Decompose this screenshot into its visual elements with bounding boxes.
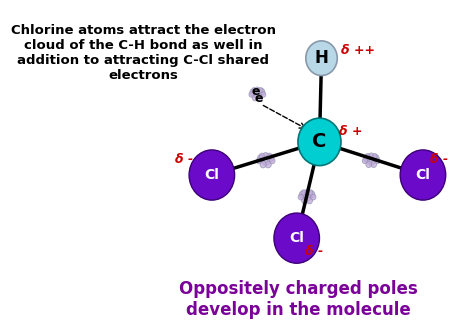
Circle shape	[301, 197, 308, 204]
Text: δ ++: δ ++	[341, 44, 375, 57]
Circle shape	[366, 161, 372, 168]
Circle shape	[254, 91, 261, 98]
Circle shape	[261, 92, 266, 97]
Circle shape	[257, 154, 264, 162]
Circle shape	[365, 154, 370, 159]
Circle shape	[270, 158, 275, 164]
Circle shape	[372, 154, 377, 159]
Circle shape	[311, 194, 316, 200]
Circle shape	[259, 153, 264, 159]
Text: δ -: δ -	[175, 153, 193, 166]
Circle shape	[262, 156, 270, 165]
Circle shape	[375, 158, 380, 164]
Circle shape	[257, 95, 263, 101]
Circle shape	[307, 197, 312, 204]
Circle shape	[299, 191, 306, 198]
Text: e: e	[251, 85, 260, 98]
Text: Chlorine atoms attract the electron
cloud of the C-H bond as well in
addition to: Chlorine atoms attract the electron clou…	[11, 24, 276, 82]
Text: δ -: δ -	[430, 153, 448, 166]
Circle shape	[263, 153, 268, 158]
Circle shape	[364, 155, 370, 162]
Circle shape	[298, 118, 341, 166]
Circle shape	[258, 89, 265, 95]
Circle shape	[267, 153, 272, 159]
Circle shape	[249, 92, 254, 97]
Circle shape	[304, 189, 310, 195]
Circle shape	[303, 193, 311, 201]
Circle shape	[301, 190, 306, 195]
Circle shape	[274, 213, 319, 263]
Circle shape	[367, 156, 375, 165]
Circle shape	[308, 190, 313, 195]
Circle shape	[308, 191, 315, 198]
Circle shape	[267, 154, 274, 162]
Circle shape	[250, 89, 256, 96]
Text: Cl: Cl	[204, 168, 219, 182]
Text: δ +: δ +	[339, 125, 362, 138]
Circle shape	[400, 150, 446, 200]
Circle shape	[189, 150, 235, 200]
Circle shape	[371, 161, 377, 168]
Circle shape	[252, 88, 256, 93]
Circle shape	[362, 158, 367, 164]
Circle shape	[298, 194, 303, 200]
Text: Cl: Cl	[416, 168, 430, 182]
Circle shape	[258, 88, 263, 93]
Text: δ -: δ -	[305, 244, 324, 257]
Circle shape	[369, 153, 374, 159]
Circle shape	[255, 87, 260, 92]
Circle shape	[260, 161, 266, 168]
Circle shape	[256, 158, 262, 164]
Text: e: e	[255, 92, 264, 105]
Circle shape	[265, 161, 271, 168]
Text: H: H	[315, 49, 328, 67]
Text: Cl: Cl	[289, 231, 304, 245]
Text: C: C	[312, 133, 327, 151]
Text: Oppositely charged poles
develop in the molecule: Oppositely charged poles develop in the …	[180, 280, 418, 319]
Circle shape	[252, 95, 258, 101]
Circle shape	[306, 41, 337, 75]
Circle shape	[373, 154, 379, 162]
